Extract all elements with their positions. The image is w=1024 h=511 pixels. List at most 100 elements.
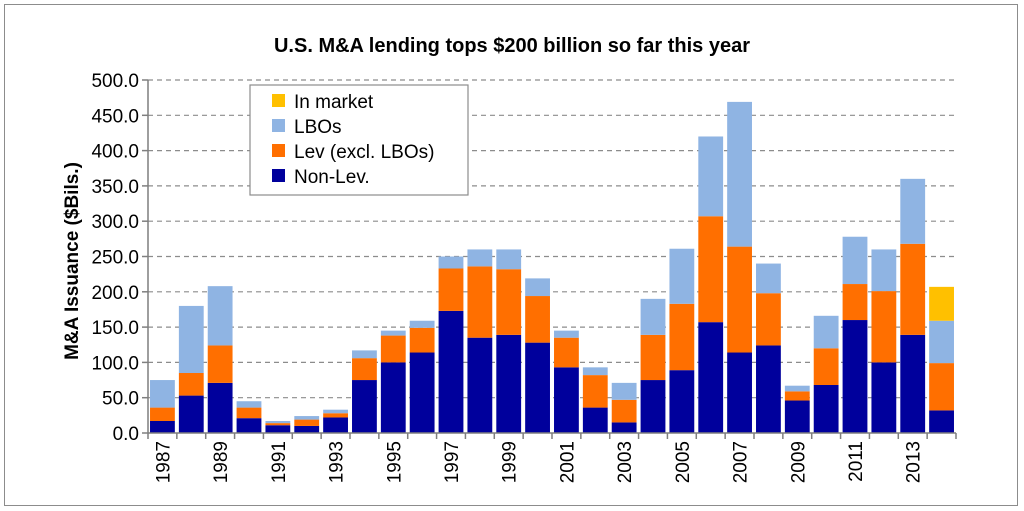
bar-segment <box>611 399 637 423</box>
bar-segment <box>669 248 695 304</box>
x-tick-label: 1993 <box>327 441 348 483</box>
bar-segment <box>813 384 839 433</box>
bars-group <box>150 101 954 433</box>
bar-segment <box>640 380 666 433</box>
legend-box <box>249 84 469 196</box>
chart-title: U.S. M&A lending tops $200 billion so fa… <box>274 35 750 57</box>
bar-segment <box>698 136 724 217</box>
x-tick-label: 1991 <box>269 441 290 483</box>
bar-segment <box>467 266 493 338</box>
bar-segment <box>236 401 262 408</box>
legend-label: Lev (excl. LBOs) <box>294 142 434 163</box>
y-axis-label: M&A Issuance ($Bils.) <box>62 162 83 360</box>
bar-segment <box>409 352 435 433</box>
y-tick-label: 200.0 <box>91 283 139 304</box>
bar-segment <box>900 178 926 244</box>
bar-segment <box>756 263 781 294</box>
bar-segment <box>698 216 724 323</box>
bar-segment <box>669 303 695 371</box>
bar-segment <box>207 345 233 383</box>
y-tick-label: 400.0 <box>91 142 139 163</box>
x-tick-label: 2011 <box>846 441 867 482</box>
bar-segment <box>352 350 377 359</box>
bar-segment <box>813 315 839 349</box>
bar-segment <box>900 334 926 433</box>
legend: In market LBOs Lev (excl. LBOs) Non-Lev. <box>249 84 469 196</box>
legend-swatch <box>272 169 285 182</box>
bar-segment <box>727 352 752 433</box>
bar-segment <box>727 246 752 353</box>
bar-segment <box>352 358 377 381</box>
bar-segment <box>727 101 752 247</box>
bar-segment <box>842 284 868 321</box>
bar-segment <box>784 400 810 433</box>
bar-segment <box>871 249 897 292</box>
x-tick-label: 1999 <box>500 441 521 483</box>
bar-segment <box>294 419 320 426</box>
y-tick-label: 150.0 <box>91 318 139 339</box>
bar-segment <box>582 407 608 433</box>
bar-segment <box>871 362 897 433</box>
bar-segment <box>323 417 348 433</box>
bar-segment <box>842 320 868 433</box>
bar-segment <box>150 380 175 408</box>
bar-segment <box>698 322 724 433</box>
bar-segment <box>611 422 637 433</box>
bar-segment <box>525 342 550 433</box>
bar-segment <box>467 249 493 267</box>
bar-segment <box>756 293 781 346</box>
x-tick-labels: 1987 1989 1991 1993 1995 1997 1999 2001 2003 2005… <box>153 441 924 483</box>
bar-segment <box>554 330 579 338</box>
x-tick-label: 2013 <box>904 441 925 483</box>
bar-segment <box>207 286 233 346</box>
y-tick-label: 350.0 <box>91 177 139 198</box>
x-tick-label: 2003 <box>615 441 636 483</box>
x-tick-label: 2001 <box>557 441 578 483</box>
bar-segment <box>294 425 320 433</box>
bar-segment <box>294 416 320 420</box>
x-tick-label: 1995 <box>384 441 405 483</box>
bar-segment <box>929 363 954 411</box>
y-tick-label: 250.0 <box>91 248 139 269</box>
bar-segment <box>496 249 522 270</box>
bar-segment <box>409 320 435 328</box>
bar-segment <box>929 320 954 364</box>
bar-segment <box>611 382 637 400</box>
bar-segment <box>409 327 435 353</box>
bar-segment <box>265 423 291 426</box>
bar-segment <box>438 310 464 433</box>
bar-segment <box>323 409 348 414</box>
bar-segment <box>842 236 868 285</box>
bar-segment <box>640 334 666 381</box>
bar-segment <box>438 268 464 311</box>
bar-segment <box>496 269 522 335</box>
bar-segment <box>929 410 954 433</box>
bar-segment <box>150 420 175 433</box>
bar-segment <box>784 385 810 392</box>
bar-segment <box>323 413 348 418</box>
bar-segment <box>178 395 204 433</box>
legend-label: Non-Lev. <box>294 167 370 188</box>
legend-swatch <box>272 144 285 157</box>
x-tick-label: 2007 <box>731 441 752 483</box>
bar-segment <box>467 337 493 433</box>
bar-segment <box>207 382 233 433</box>
bar-segment <box>554 367 579 433</box>
bar-segment <box>380 330 406 336</box>
bar-segment <box>236 418 262 433</box>
bar-segment <box>438 256 464 269</box>
x-tick-label: 1997 <box>442 441 463 483</box>
bar-segment <box>784 391 810 401</box>
bar-segment <box>900 243 926 335</box>
legend-label: LBOs <box>294 117 342 138</box>
bar-segment <box>380 335 406 363</box>
bar-segment <box>525 296 550 343</box>
y-tick-label: 450.0 <box>91 106 139 127</box>
bar-segment <box>813 348 839 385</box>
bar-segment <box>554 337 579 368</box>
x-tick-label: 1987 <box>153 441 174 483</box>
bar-segment <box>178 372 204 396</box>
y-tick-label: 500.0 <box>91 71 139 92</box>
bar-segment <box>265 425 291 433</box>
